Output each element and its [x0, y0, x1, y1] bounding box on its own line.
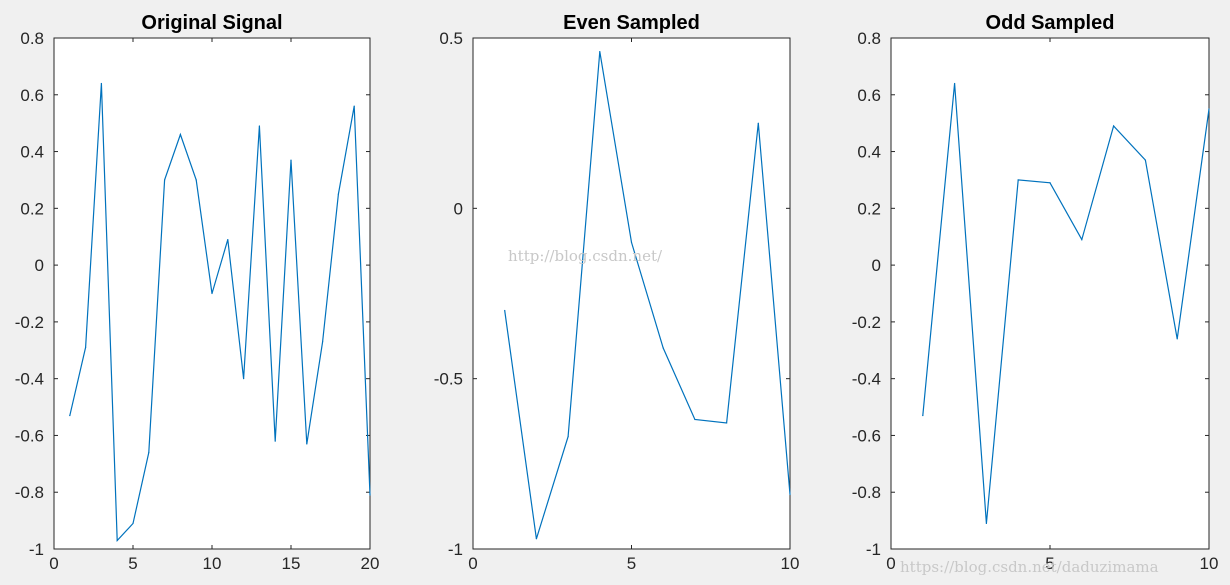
x-tick-label: 5: [128, 554, 137, 573]
x-tick-label: 10: [1200, 554, 1219, 573]
y-tick-label: 0.5: [439, 29, 463, 48]
data-point: [337, 193, 339, 195]
data-point: [599, 51, 601, 53]
data-point: [789, 493, 791, 496]
data-point: [369, 494, 371, 496]
data-point: [922, 414, 924, 417]
data-point: [164, 179, 166, 181]
y-tick-label: -0.8: [852, 483, 881, 502]
data-point: [258, 125, 260, 127]
data-point: [290, 159, 292, 161]
axes-original-signal: Original Signal 0 5 10 15 20 -1 -0.8 -0.6 -0.4 -0…: [15, 12, 380, 573]
data-point: [1176, 338, 1178, 340]
y-tick-label: 0: [872, 256, 881, 275]
x-tick-label: 5: [627, 554, 636, 573]
x-tick-label: 10: [203, 554, 222, 573]
y-tick-label: 0.2: [857, 199, 881, 218]
y-tick-label: 0.6: [857, 86, 881, 105]
data-point: [243, 378, 245, 380]
data-point: [227, 238, 229, 241]
chart-title: Even Sampled: [563, 12, 700, 34]
y-tick-label: 0.4: [20, 143, 44, 162]
data-point: [148, 451, 150, 454]
y-tick-label: 0.2: [20, 199, 44, 218]
tick-group: 0 5 10 15 20 -1 -0.8 -0.6 -0.4 -0.2 0 0.2 0.4 0.6 0.8: [15, 29, 380, 573]
y-tick-label: -0.5: [434, 370, 463, 389]
data-point: [985, 522, 988, 525]
data-point: [567, 435, 569, 438]
x-tick-label: 15: [282, 554, 301, 573]
y-tick-label: -0.6: [852, 426, 881, 445]
data-point: [535, 538, 538, 540]
y-tick-label: -0.2: [15, 313, 44, 332]
y-tick-label: -0.6: [15, 426, 44, 445]
data-point: [1017, 179, 1019, 181]
y-tick-label: 0.6: [20, 86, 44, 105]
axes-even-sampled: Even Sampled 0 5 10 -1 -0.5 0 0.5: [434, 12, 800, 573]
chart-title: Original Signal: [141, 12, 282, 34]
data-point: [1144, 159, 1146, 161]
series-line: [922, 83, 1210, 524]
plot-area: [890, 37, 1210, 550]
y-tick-label: 0.8: [20, 29, 44, 48]
watermark-text: https://blog.csdn.net/daduzimama: [900, 558, 1159, 576]
x-tick-label: 5: [1045, 554, 1054, 573]
y-tick-label: -0.4: [852, 370, 881, 389]
axes-odd-sampled: Odd Sampled 0 5 10 -1 -0.8 -0.6 -0.4 -0.2 0 0.2 0.…: [852, 12, 1219, 573]
watermark-text: http://blog.csdn.net/: [508, 247, 663, 265]
data-point: [954, 82, 956, 85]
y-tick-label: -1: [866, 540, 881, 559]
y-tick-label: 0.4: [857, 143, 881, 162]
data-point: [694, 418, 696, 421]
data-point: [1208, 108, 1210, 110]
data-point: [69, 414, 71, 417]
y-tick-label: -0.2: [852, 313, 881, 332]
y-tick-label: 0.8: [857, 29, 881, 48]
chart-title: Odd Sampled: [986, 12, 1115, 34]
x-tick-label: 10: [781, 554, 800, 573]
data-point: [322, 341, 324, 343]
data-point: [100, 82, 102, 85]
y-tick-label: -1: [448, 540, 463, 559]
data-point: [757, 122, 759, 124]
data-point: [662, 347, 664, 349]
y-tick-label: -1: [29, 540, 44, 559]
data-point: [274, 440, 276, 442]
data-point: [132, 522, 134, 525]
data-point: [1113, 125, 1115, 127]
x-tick-label: 0: [468, 554, 477, 573]
data-point: [85, 346, 87, 349]
data-point: [504, 309, 506, 312]
x-tick-label: 0: [49, 554, 58, 573]
y-tick-label: 0: [454, 199, 463, 218]
x-tick-label: 20: [361, 554, 380, 573]
y-tick-label: -0.8: [15, 483, 44, 502]
data-point: [116, 539, 118, 542]
data-point: [211, 292, 213, 295]
data-point: [195, 179, 197, 181]
x-tick-label: 0: [886, 554, 895, 573]
plot-area: [472, 37, 791, 550]
series-line: [69, 83, 371, 542]
data-point: [179, 133, 181, 136]
data-point: [1049, 182, 1051, 184]
tick-group: 0 5 10 -1 -0.5 0 0.5: [434, 29, 800, 573]
series-line: [504, 51, 791, 539]
tick-group: 0 5 10 -1 -0.8 -0.6 -0.4 -0.2 0 0.2 0.4 0.6 0.8: [852, 29, 1219, 573]
data-point: [726, 422, 728, 424]
data-point: [306, 443, 308, 445]
y-tick-label: -0.4: [15, 370, 44, 389]
data-point: [630, 241, 633, 243]
y-tick-label: 0: [35, 256, 44, 275]
data-point: [1081, 238, 1083, 241]
data-point: [353, 105, 355, 107]
